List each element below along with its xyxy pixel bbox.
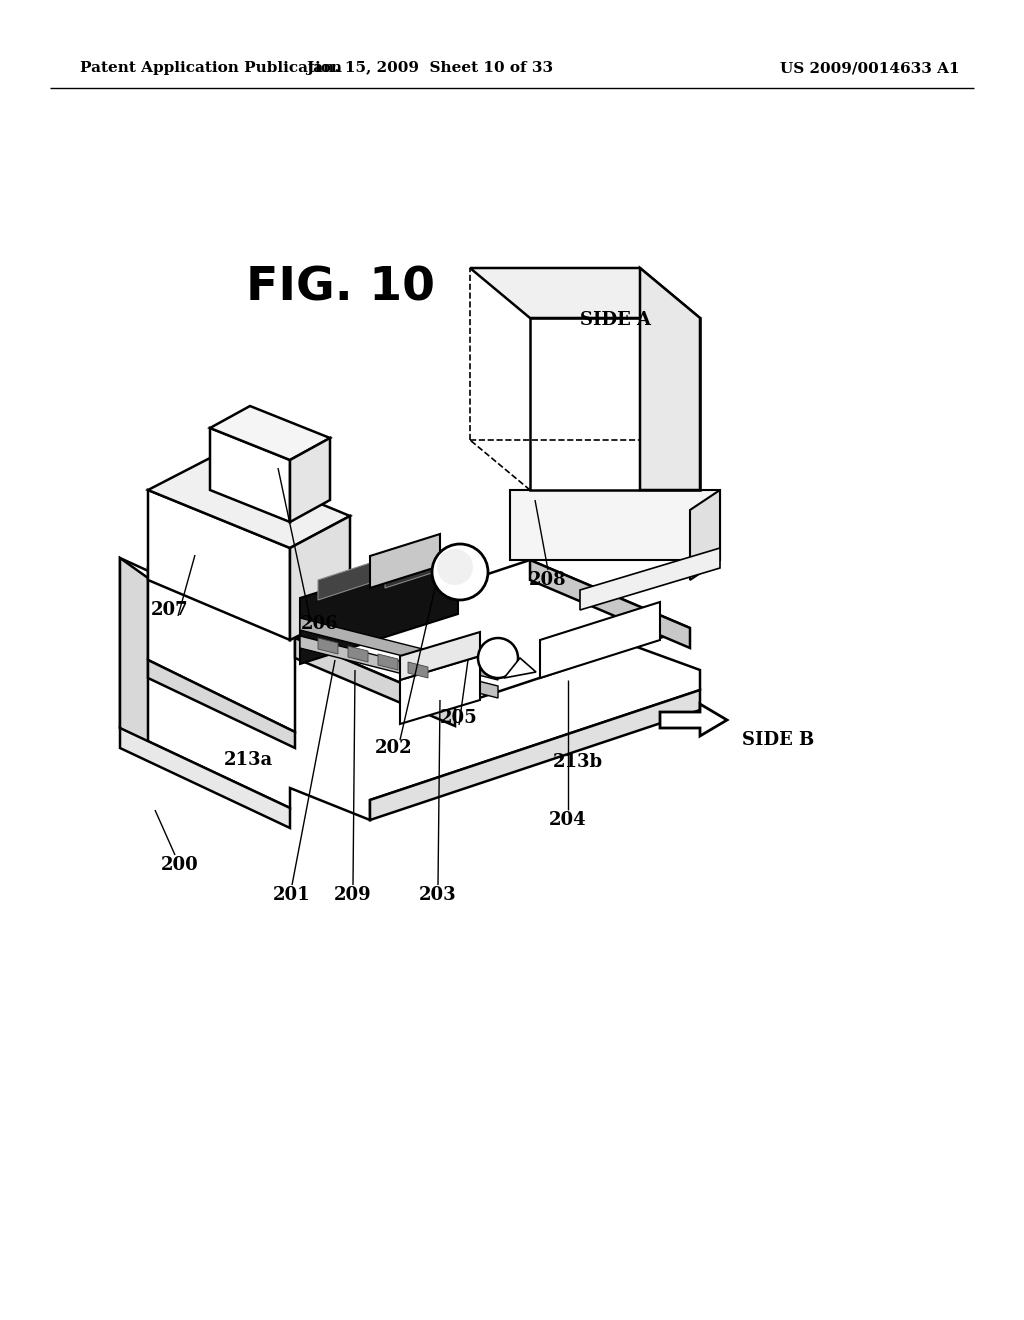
Text: 201: 201 <box>273 886 311 904</box>
Text: Jan. 15, 2009  Sheet 10 of 33: Jan. 15, 2009 Sheet 10 of 33 <box>306 61 554 75</box>
Polygon shape <box>148 568 295 733</box>
Polygon shape <box>300 618 498 680</box>
Text: 207: 207 <box>152 601 188 619</box>
Polygon shape <box>660 704 727 737</box>
Polygon shape <box>300 636 498 698</box>
Polygon shape <box>510 490 720 560</box>
Polygon shape <box>120 729 290 828</box>
Polygon shape <box>348 645 368 663</box>
Text: 206: 206 <box>301 615 339 634</box>
Text: 213b: 213b <box>553 752 603 771</box>
Polygon shape <box>148 490 290 640</box>
Text: 200: 200 <box>161 855 199 874</box>
Text: 213a: 213a <box>223 751 272 770</box>
Polygon shape <box>290 438 330 521</box>
Polygon shape <box>148 660 295 748</box>
Polygon shape <box>318 564 370 601</box>
Polygon shape <box>300 548 458 664</box>
Text: FIG. 10: FIG. 10 <box>246 265 434 310</box>
Polygon shape <box>400 656 480 723</box>
Polygon shape <box>540 602 660 678</box>
Polygon shape <box>530 318 700 490</box>
Polygon shape <box>210 428 290 521</box>
Polygon shape <box>408 663 428 678</box>
Polygon shape <box>504 657 536 678</box>
Polygon shape <box>400 632 480 680</box>
Text: SIDE A: SIDE A <box>580 312 650 329</box>
Polygon shape <box>318 638 338 653</box>
Circle shape <box>432 544 488 601</box>
Text: US 2009/0014633 A1: US 2009/0014633 A1 <box>780 61 961 75</box>
Polygon shape <box>370 690 700 820</box>
Polygon shape <box>530 560 690 648</box>
Polygon shape <box>210 407 330 459</box>
Polygon shape <box>148 458 350 548</box>
Polygon shape <box>370 535 440 587</box>
Polygon shape <box>580 548 720 610</box>
Polygon shape <box>385 554 435 587</box>
Text: 205: 205 <box>440 709 478 727</box>
Polygon shape <box>295 638 455 726</box>
Polygon shape <box>575 341 647 445</box>
Polygon shape <box>120 558 148 748</box>
Text: 203: 203 <box>419 886 457 904</box>
Text: 204: 204 <box>549 810 587 829</box>
Text: 209: 209 <box>334 886 372 904</box>
Polygon shape <box>295 560 690 706</box>
Polygon shape <box>640 268 700 490</box>
Polygon shape <box>120 558 700 820</box>
Circle shape <box>478 638 518 678</box>
Text: 208: 208 <box>529 572 567 589</box>
Polygon shape <box>470 268 700 318</box>
Text: 202: 202 <box>375 739 413 756</box>
Polygon shape <box>378 653 398 671</box>
Circle shape <box>437 549 473 585</box>
Text: Patent Application Publication: Patent Application Publication <box>80 61 342 75</box>
Polygon shape <box>640 268 700 490</box>
Text: SIDE B: SIDE B <box>742 731 814 748</box>
Polygon shape <box>290 516 350 640</box>
Polygon shape <box>690 490 720 579</box>
